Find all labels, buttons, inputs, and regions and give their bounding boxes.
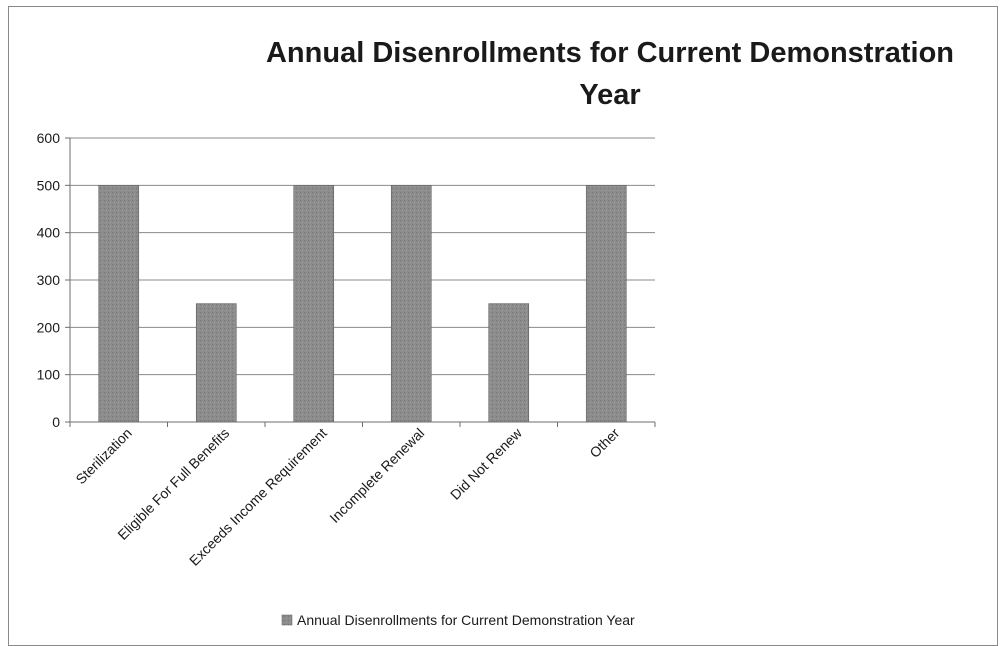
axes — [69, 138, 656, 427]
chart-title-line-2: Year — [579, 79, 640, 111]
x-category-label: Did Not Renew — [447, 424, 526, 503]
bar-incomplete-renewal — [390, 185, 432, 423]
x-category-label: Incomplete Renewal — [326, 425, 427, 526]
x-category-label: Eligible For Full Benefits — [114, 425, 232, 543]
bar-exceeds-income-requirement — [293, 185, 335, 423]
y-tick-label: 600 — [37, 130, 61, 146]
bar-eligible-for-full-benefits — [195, 303, 237, 423]
x-category-label: Sterilization — [72, 425, 134, 487]
bar-other — [585, 185, 627, 423]
bar-did-not-renew — [488, 303, 530, 423]
y-axis-tick-labels: 0 100 200 300 400 500 600 — [37, 130, 70, 430]
bar-sterilization — [98, 185, 140, 423]
x-category-label: Other — [586, 425, 622, 461]
gridlines — [70, 137, 655, 376]
y-tick-label: 200 — [37, 319, 61, 335]
y-tick-label: 0 — [52, 414, 60, 430]
legend-label: Annual Disenrollments for Current Demons… — [297, 612, 635, 628]
bars — [98, 185, 627, 423]
chart-title-line-1: Annual Disenrollments for Current Demons… — [266, 37, 954, 69]
y-tick-label: 300 — [37, 272, 61, 288]
legend: Annual Disenrollments for Current Demons… — [281, 612, 635, 628]
y-tick-label: 500 — [37, 177, 61, 193]
y-tick-label: 400 — [37, 225, 61, 241]
legend-swatch — [281, 614, 293, 626]
y-tick-label: 100 — [37, 367, 61, 383]
